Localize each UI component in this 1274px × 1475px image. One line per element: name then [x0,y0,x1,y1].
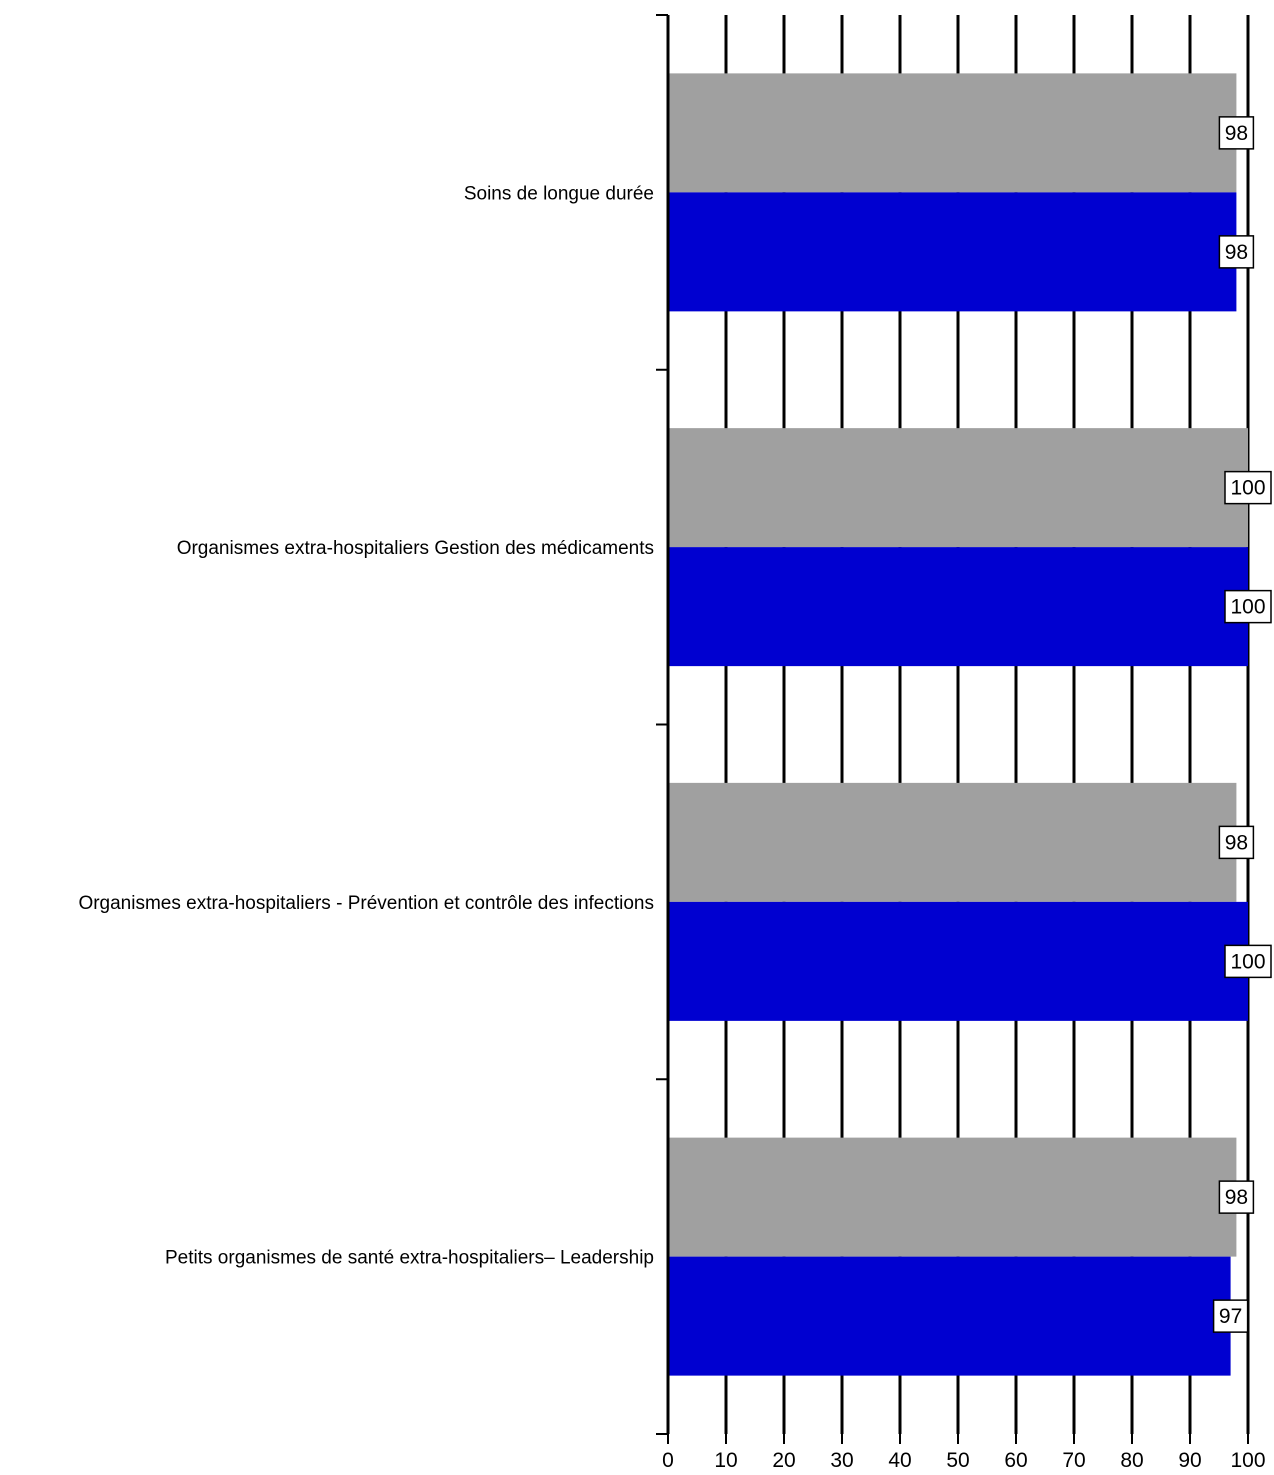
data-label-box [1218,116,1255,150]
data-label: 98 [1225,831,1248,854]
labels: 98 98 Soins de longue durée 100 100 Organisme… [78,116,1272,1333]
data-label: 100 [1230,950,1265,973]
x-tick-label: 100 [1230,1449,1265,1472]
bar [668,428,1248,548]
x-tick-label: 30 [830,1449,853,1472]
data-label-box [1218,235,1255,269]
data-label-box [1212,1299,1249,1333]
data-label: 100 [1230,477,1265,500]
data-label: 98 [1225,122,1248,145]
bar [668,192,1237,312]
x-tick-label: 20 [772,1449,795,1472]
axes: 0 10 20 30 40 50 60 70 80 90 100 [656,14,1266,1472]
category-label: Soins de longue durée [464,183,654,204]
data-label: 100 [1230,596,1265,619]
data-label-box [1224,470,1272,505]
x-tick-label: 0 [662,1449,674,1472]
x-tick-label: 10 [714,1449,737,1472]
bar [668,73,1237,193]
x-tick-label: 90 [1178,1449,1201,1472]
x-tick-label: 80 [1120,1449,1143,1472]
x-tick-label: 40 [888,1449,911,1472]
data-label-box [1224,589,1272,624]
data-label: 98 [1225,1186,1248,1209]
data-label: 98 [1225,241,1248,264]
data-label-box [1218,825,1255,860]
bar [668,547,1248,667]
data-label: 97 [1219,1305,1242,1328]
data-label-box [1224,944,1272,979]
data-label-box [1218,1180,1255,1214]
category-label: Petits organismes de santé extra-hospita… [165,1248,654,1269]
bar [668,1137,1237,1257]
bar [668,1256,1231,1376]
x-tick-label: 70 [1062,1449,1085,1472]
bar [668,901,1248,1021]
bar [668,782,1237,902]
category-label: Organismes extra-hospitaliers Gestion de… [177,538,654,559]
x-tick-label: 60 [1004,1449,1027,1472]
x-tick-label: 50 [946,1449,969,1472]
bars [668,73,1248,1376]
category-label: Organismes extra-hospitaliers - Préventi… [78,893,654,914]
